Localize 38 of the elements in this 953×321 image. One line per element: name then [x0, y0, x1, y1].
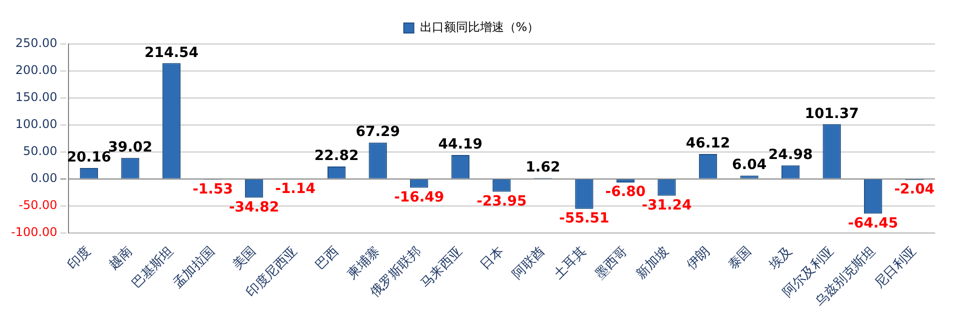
y-tick-label: 100.00 — [15, 117, 58, 132]
data-label: 22.82 — [314, 148, 359, 164]
data-label: 101.37 — [804, 106, 859, 122]
x-tick-label: 印度 — [64, 243, 94, 273]
legend-label: 出口额同比增速（%） — [420, 20, 540, 34]
data-label: -2.04 — [894, 182, 935, 198]
x-tick-label: 巴西 — [312, 244, 342, 273]
data-label: 24.98 — [768, 147, 813, 164]
y-tick-label: 150.00 — [15, 90, 58, 104]
data-label: -64.45 — [848, 215, 898, 232]
x-tick-label: 越南 — [106, 244, 136, 273]
data-label: -1.53 — [192, 181, 233, 198]
data-label: 44.19 — [438, 136, 483, 153]
x-tick-label: 埃及 — [766, 244, 796, 274]
data-label: -1.14 — [275, 181, 316, 198]
y-tick-label: 200.00 — [15, 63, 58, 78]
data-label: -55.51 — [559, 210, 610, 226]
data-label: 6.04 — [732, 157, 767, 174]
y-tick-label: 50.00 — [22, 144, 58, 158]
data-label: -34.82 — [228, 199, 280, 216]
x-tick-label: 伊朗 — [684, 243, 714, 273]
x-tick-label: 土耳其 — [551, 244, 590, 282]
x-tick-label: 墨西哥 — [592, 244, 631, 282]
x-tick-label: 泰国 — [726, 244, 754, 273]
x-tick-label: 日本 — [478, 244, 507, 273]
x-tick-label: 新加坡 — [634, 244, 672, 282]
y-tick-label: 250.00 — [15, 36, 58, 50]
data-label: 214.54 — [144, 44, 199, 61]
x-tick-label: 阿联酋 — [510, 244, 548, 282]
x-tick-label: 美国 — [230, 243, 260, 273]
data-label: 67.29 — [356, 124, 400, 140]
y-tick-label: -100.00 — [10, 224, 58, 239]
data-label: 1.62 — [526, 160, 560, 176]
data-label: 46.12 — [686, 136, 730, 152]
data-label: -23.95 — [476, 193, 527, 210]
y-tick-label: -50.00 — [18, 198, 58, 212]
data-label: -16.49 — [394, 189, 444, 206]
y-tick-label: 0.00 — [30, 170, 58, 185]
